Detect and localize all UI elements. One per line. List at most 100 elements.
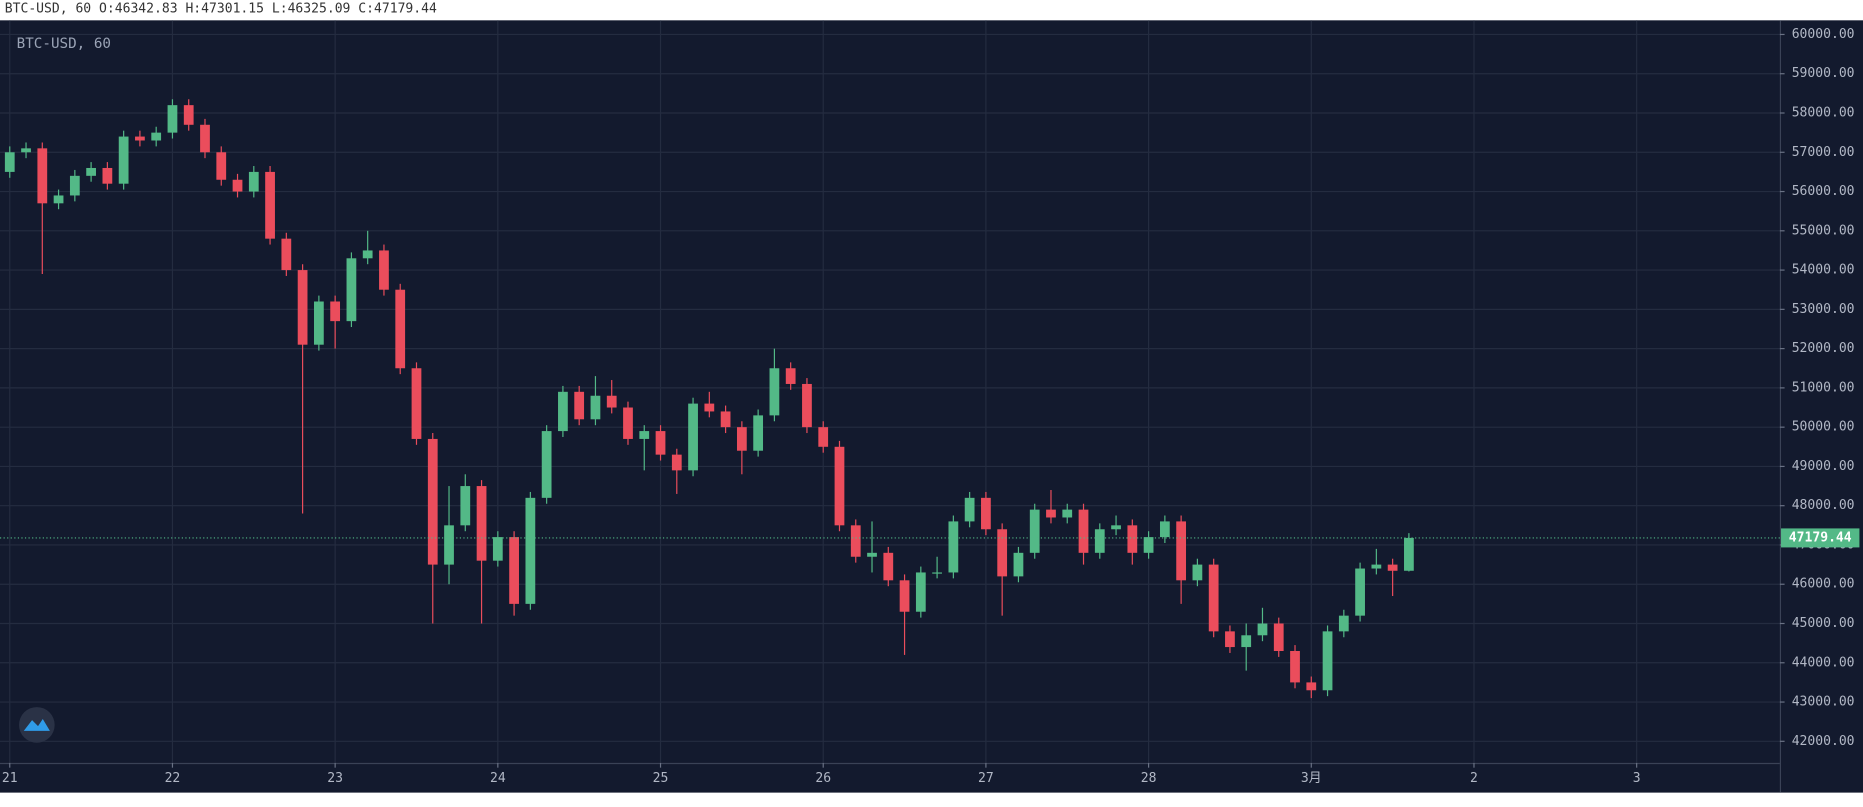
candle-body [850,525,861,557]
candle-body [1257,623,1268,636]
candle-body [1387,564,1398,571]
price-label: 47179.44 [1789,530,1852,545]
x-tick-label: 22 [165,771,181,786]
y-tick-label: 52000.00 [1792,341,1855,356]
candle-body [802,383,812,428]
y-tick-label: 60000.00 [1792,27,1855,42]
x-tick-label: 28 [1141,771,1157,786]
candle-body [590,395,601,420]
candle-body [1046,509,1056,518]
candle-body [948,521,959,573]
candle-body [1241,635,1252,648]
candle-body [704,403,715,412]
candle-body [606,395,617,408]
candle-body [183,105,194,125]
x-tick-label: 3月 [1301,771,1322,786]
high-label: H: [185,1,201,16]
x-tick-label: 25 [653,771,669,786]
candle-body [379,250,389,290]
candle-body [1143,537,1154,553]
candle-body [135,136,145,141]
candle-body [69,175,80,196]
candle-body [1159,521,1170,538]
candle-body [1208,564,1219,632]
candle-body [1322,631,1333,691]
candle-body [444,525,454,565]
overlay: 42000.00 43000.00 44000.00 45000.00 46000.00… [0,27,1860,786]
candle-body [1273,623,1284,651]
header: BTC-USD, 60 O:46342.83 H:47301.15 L:4632… [5,1,437,16]
candle-body [736,427,747,451]
candle-body [769,368,780,416]
candle-body [1306,682,1317,691]
candle-body [1192,564,1203,581]
candle-body [509,537,519,604]
candle-body [1338,615,1349,632]
candle-body [1127,525,1138,553]
candle-body [37,148,48,204]
candle-body [753,415,764,451]
candle-body [574,391,585,420]
open-value: 46342.83 [115,1,178,16]
candle-body [964,497,975,522]
candle-body [21,148,31,153]
candle-body [915,572,926,612]
low-label: L: [272,1,288,16]
candle-body [1094,529,1105,553]
logo-button[interactable] [19,707,55,743]
candle-body [1371,564,1382,569]
x-tick-label: 2 [1470,771,1478,786]
chart-background [0,20,1863,793]
candle-body [1404,537,1414,571]
candle-body [541,431,552,498]
candle-body [248,171,259,192]
x-tick-label: 26 [815,771,831,786]
y-tick-label: 48000.00 [1792,498,1855,513]
y-tick-label: 46000.00 [1792,577,1855,592]
candle-body [834,446,845,526]
candle-body [427,438,438,565]
candle-body [1062,509,1073,518]
candle-body [867,552,877,557]
candle-body [151,132,162,141]
candle-body [883,552,894,581]
y-tick-label: 55000.00 [1792,223,1855,238]
candle-body [1013,552,1024,577]
candle-body [1290,650,1300,683]
candle-body [53,195,64,204]
candle-body [1029,509,1040,553]
candle-body [492,537,503,561]
candle-body [118,136,129,184]
candle-body [411,368,422,439]
candle-body [1355,568,1365,616]
candle-body [281,238,292,271]
candle-body [232,179,243,192]
y-tick-label: 49000.00 [1792,459,1855,474]
y-tick-label: 44000.00 [1792,655,1855,670]
y-tick-label: 42000.00 [1792,734,1855,749]
x-tick-label: 24 [490,771,506,786]
y-tick-label: 50000.00 [1792,420,1855,435]
y-tick-label: 56000.00 [1792,184,1855,199]
candle-body [395,289,406,369]
y-tick-label: 43000.00 [1792,695,1855,710]
candle-body [899,580,910,612]
y-tick-label: 51000.00 [1792,380,1855,395]
candle-body [297,270,308,345]
y-tick-label: 54000.00 [1792,263,1855,278]
candle-body [558,391,568,432]
high-value: 47301.15 [201,1,264,16]
candle-body [623,407,633,439]
candle-body [313,301,324,345]
y-tick-label: 45000.00 [1792,616,1855,631]
candle-body [932,572,942,574]
candle-body [688,403,698,471]
candle-body [330,301,341,322]
candle-body [785,368,796,384]
candle-body [655,431,666,455]
price-label-box [1781,528,1860,548]
candle-body [167,105,178,133]
candle-body [86,167,96,176]
